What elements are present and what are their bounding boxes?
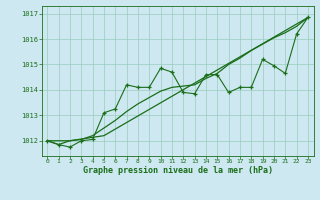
X-axis label: Graphe pression niveau de la mer (hPa): Graphe pression niveau de la mer (hPa) — [83, 166, 273, 175]
